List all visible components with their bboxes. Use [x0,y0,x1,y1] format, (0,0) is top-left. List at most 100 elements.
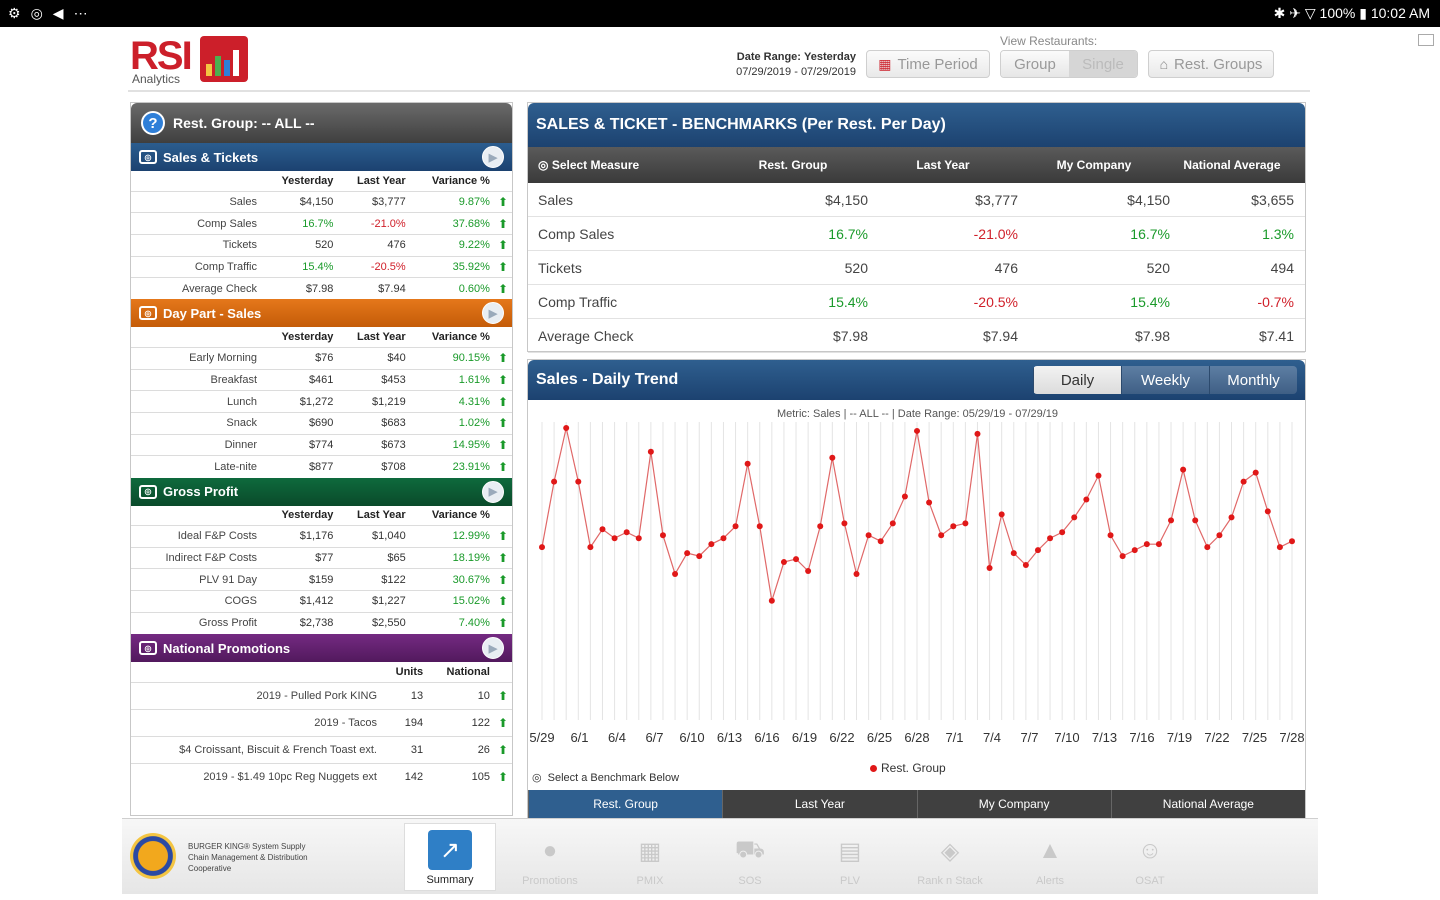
data-point[interactable] [1155,541,1162,548]
data-point[interactable] [877,538,884,545]
data-point[interactable] [974,430,981,437]
data-point[interactable] [1264,508,1271,515]
data-point[interactable] [780,559,787,566]
nav-plv[interactable]: ▤ PLV [804,823,896,891]
play-icon[interactable]: ▶ [482,146,504,168]
time-period-button[interactable]: ▦ Time Period [866,50,990,78]
select-measure-button[interactable]: ◎ Select Measure [538,158,640,172]
play-icon[interactable]: ▶ [482,637,504,659]
nav-promotions[interactable]: ● Promotions [504,823,596,891]
data-point[interactable] [938,532,945,539]
data-point[interactable] [865,532,872,539]
data-point[interactable] [696,553,703,560]
data-point[interactable] [1034,547,1041,554]
data-point[interactable] [587,544,594,551]
data-point[interactable] [1252,469,1259,476]
data-point[interactable] [1289,538,1295,545]
tab-weekly[interactable]: Weekly [1121,366,1209,394]
data-point[interactable] [659,532,666,539]
data-point[interactable] [1204,544,1211,551]
data-point[interactable] [1192,517,1199,524]
benchmark-rest-group-button[interactable]: Rest. Group [528,790,723,818]
data-point[interactable] [926,499,933,506]
benchmark-row[interactable]: Comp Sales 16.7% -21.0% 16.7% 1.3% [528,217,1305,251]
view-group-button[interactable]: Group [1001,51,1069,77]
window-icon[interactable] [1418,34,1434,46]
tab-monthly[interactable]: Monthly [1209,366,1297,394]
data-point[interactable] [1276,544,1283,551]
data-point[interactable] [635,535,642,542]
data-point[interactable] [950,523,957,530]
section-icon: ◎ [139,484,157,499]
data-point[interactable] [744,460,751,467]
play-icon[interactable]: ▶ [482,480,504,503]
data-point[interactable] [793,556,800,563]
data-point[interactable] [1083,496,1090,503]
data-point[interactable] [1119,553,1126,560]
data-point[interactable] [1010,550,1017,557]
data-point[interactable] [901,493,908,500]
data-point[interactable] [1228,514,1235,521]
data-point[interactable] [914,427,920,434]
data-point[interactable] [1107,532,1114,539]
data-point[interactable] [1143,541,1150,548]
data-point[interactable] [1047,535,1054,542]
help-icon[interactable]: ? [141,111,165,135]
data-point[interactable] [1240,478,1247,485]
data-point[interactable] [829,454,836,461]
benchmark-last-year-button[interactable]: Last Year [722,790,916,818]
data-point[interactable] [841,520,848,527]
data-point[interactable] [563,424,570,431]
data-point[interactable] [599,526,606,533]
data-point[interactable] [998,511,1005,518]
sales-tickets-header[interactable]: ◎ Sales & Tickets ▶ [131,143,512,171]
nav-osat[interactable]: ☺ OSAT [1104,823,1196,891]
data-point[interactable] [720,535,727,542]
data-point[interactable] [539,544,545,551]
view-single-button[interactable]: Single [1069,51,1137,77]
gross-profit-header[interactable]: ◎ Gross Profit ▶ [131,477,512,506]
data-point[interactable] [805,568,812,574]
data-point[interactable] [768,597,775,604]
day-part-header[interactable]: ◎ Day Part - Sales ▶ [131,299,512,328]
benchmark-row[interactable]: Tickets 520 476 520 494 [528,251,1305,285]
nav-rank-n-stack[interactable]: ◈ Rank n Stack [904,823,996,891]
benchmark-national-average-button[interactable]: National Average [1110,790,1305,818]
tab-daily[interactable]: Daily [1033,366,1121,394]
data-point[interactable] [708,541,715,548]
nav-sos[interactable]: ⛟ SOS [704,823,796,891]
nav-alerts[interactable]: ▲ Alerts [1004,823,1096,891]
data-point[interactable] [1168,517,1175,524]
rest-group-header[interactable]: ? Rest. Group: -- ALL -- [131,103,512,143]
play-icon[interactable]: ▶ [482,302,504,325]
data-point[interactable] [684,550,691,557]
data-point[interactable] [647,448,654,455]
data-point[interactable] [1059,529,1066,536]
data-point[interactable] [611,535,618,542]
data-point[interactable] [1071,514,1078,521]
benchmark-row[interactable]: Average Check $7.98 $7.94 $7.98 $7.41 [528,319,1305,353]
benchmark-row[interactable]: Sales $4,150 $3,777 $4,150 $3,655 [528,183,1305,217]
data-point[interactable] [732,523,739,530]
data-point[interactable] [1022,562,1029,569]
nav-summary[interactable]: ↗ Summary [404,823,496,891]
benchmark-row[interactable]: Comp Traffic 15.4% -20.5% 15.4% -0.7% [528,285,1305,319]
data-point[interactable] [623,529,630,536]
data-point[interactable] [756,523,763,530]
national-promotions-header[interactable]: ◎ National Promotions ▶ [131,634,512,662]
data-point[interactable] [575,478,582,485]
data-point[interactable] [1095,472,1102,479]
data-point[interactable] [962,520,969,527]
data-point[interactable] [986,565,993,572]
data-point[interactable] [551,478,558,485]
benchmark-my-company-button[interactable]: My Company [916,790,1111,818]
data-point[interactable] [1131,547,1138,554]
data-point[interactable] [1180,466,1187,473]
data-point[interactable] [1216,532,1223,539]
data-point[interactable] [817,523,824,530]
data-point[interactable] [672,570,679,577]
rest-groups-button[interactable]: ⌂ Rest. Groups [1148,50,1274,78]
data-point[interactable] [889,520,896,527]
data-point[interactable] [853,570,860,577]
nav-pmix[interactable]: ▦ PMIX [604,823,696,891]
